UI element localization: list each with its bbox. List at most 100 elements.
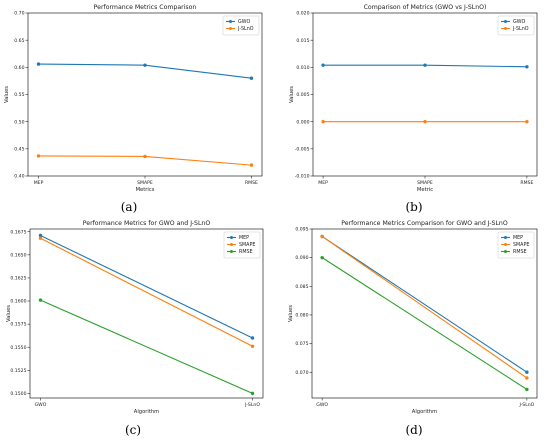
data-point-GWO xyxy=(423,63,427,67)
y-tick-label: 0.60 xyxy=(14,65,24,71)
x-tick-label: J-SLnO xyxy=(244,402,260,408)
chart-title: Performance Metrics for GWO and J-SLnO xyxy=(83,220,211,227)
legend-marker xyxy=(504,236,507,239)
data-point-J-SLnO xyxy=(321,119,325,124)
data-point-RMSE xyxy=(250,391,255,396)
data-point-RMSE xyxy=(320,255,324,260)
plot-frame xyxy=(27,12,263,177)
chart-panel-2: Comparison of Metrics (GWO vs J-SLnO) -0.… xyxy=(289,4,538,214)
y-tick-label: 0.020 xyxy=(296,11,309,17)
data-point-RMSE xyxy=(525,387,529,392)
x-axis-label: Metric xyxy=(417,187,433,193)
legend-label: SMAPE xyxy=(513,242,529,248)
data-point-GWO xyxy=(321,63,325,67)
panel-label: (a) xyxy=(121,200,138,214)
data-point-J-SLnO xyxy=(143,154,147,159)
legend-marker xyxy=(504,20,507,23)
plot-frame xyxy=(29,228,264,399)
x-tick-label: SMAPE xyxy=(417,180,433,186)
legend-marker xyxy=(230,236,233,239)
legend-label: GWO xyxy=(238,19,250,25)
y-tick-label: 0.000 xyxy=(296,119,309,125)
legend-label: MEP xyxy=(239,235,249,241)
panel-label: (b) xyxy=(405,200,422,214)
x-tick-label: J-SLnO xyxy=(518,402,534,408)
y-tick-label: 0.1550 xyxy=(10,345,26,351)
chart-title: Performance Metrics Comparison for GWO a… xyxy=(341,220,508,227)
data-point-SMAPE xyxy=(250,344,255,348)
chart-panel-4: Performance Metrics Comparison for GWO a… xyxy=(288,220,538,437)
y-axis-label: Values xyxy=(288,305,294,322)
legend-marker xyxy=(504,250,507,253)
y-tick-label: 0.1500 xyxy=(10,391,26,397)
y-tick-label: 0.70 xyxy=(14,11,24,17)
data-point-GWO xyxy=(249,76,254,80)
plot-frame xyxy=(311,228,538,399)
y-tick-label: 0.1625 xyxy=(10,276,26,282)
data-point-MEP xyxy=(38,233,43,238)
legend-marker xyxy=(230,243,233,246)
chart-panel-3: Performance Metrics for GWO and J-SLnO 0.… xyxy=(6,220,264,437)
legend-marker xyxy=(230,250,233,253)
panel-label: (d) xyxy=(405,423,422,437)
legend-label: SMAPE xyxy=(239,242,255,248)
y-tick-label: 0.45 xyxy=(14,146,24,152)
legend-marker xyxy=(504,243,507,246)
x-tick-label: MEP xyxy=(318,180,328,186)
chart-title: Performance Metrics Comparison xyxy=(94,4,197,11)
x-tick-label: SMAPE xyxy=(137,180,153,186)
data-point-GWO xyxy=(143,63,147,67)
data-point-J-SLnO xyxy=(525,119,529,124)
data-point-MEP xyxy=(525,370,529,374)
panel-label: (c) xyxy=(125,423,141,437)
legend-box xyxy=(222,15,260,36)
x-tick-label: GWO xyxy=(316,402,328,408)
legend-marker xyxy=(229,27,232,30)
y-tick-label: 0.080 xyxy=(295,313,308,319)
x-tick-label: MEP xyxy=(34,180,44,186)
y-tick-label: 0.090 xyxy=(295,255,308,261)
legend-label: GWO xyxy=(513,19,525,25)
data-point-GWO xyxy=(525,65,529,69)
series-line-SMAPE xyxy=(40,237,253,347)
y-tick-label: 0.65 xyxy=(14,38,24,44)
series-line-RMSE xyxy=(321,257,528,390)
y-tick-label: 0.40 xyxy=(14,174,24,180)
y-tick-label: 0.075 xyxy=(295,341,308,347)
y-tick-label: 0.070 xyxy=(295,370,308,376)
x-axis-label: Metrics xyxy=(136,187,155,193)
data-point-J-SLnO xyxy=(36,154,41,158)
y-tick-label: 0.1575 xyxy=(10,322,26,328)
legend-label: J-SLnO xyxy=(512,26,529,32)
x-axis-label: Algorithm xyxy=(412,409,437,415)
y-tick-label: 0.1650 xyxy=(10,252,26,258)
series-line-MEP xyxy=(40,234,253,339)
data-point-SMAPE xyxy=(525,376,529,380)
series-line-MEP xyxy=(321,235,528,373)
y-tick-label: 0.005 xyxy=(296,92,309,98)
y-tick-label: 0.1600 xyxy=(10,299,26,305)
data-point-SMAPE xyxy=(38,236,43,240)
y-tick-label: 0.085 xyxy=(295,284,308,290)
legend-label: RMSE xyxy=(239,249,253,255)
series-line-RMSE xyxy=(40,299,253,394)
chart-panel-1: Performance Metrics Comparison 0.40 0.45 0.… xyxy=(4,4,263,214)
data-point-GWO xyxy=(36,62,41,66)
y-tick-label: 0.015 xyxy=(296,38,309,44)
legend-label: MEP xyxy=(513,235,523,241)
series-line-SMAPE xyxy=(321,235,528,379)
y-axis-label: Values xyxy=(289,86,295,103)
y-tick-label: 0.1675 xyxy=(10,229,26,235)
data-point-J-SLnO xyxy=(423,119,427,124)
data-point-SMAPE xyxy=(320,234,324,239)
y-axis-label: Values xyxy=(4,86,10,103)
x-axis-label: Algorithm xyxy=(134,409,159,415)
legend-label: J-SLnO xyxy=(237,26,254,32)
y-tick-label: 0.010 xyxy=(296,65,309,71)
data-point-RMSE xyxy=(38,298,43,302)
y-axis-label: Values xyxy=(6,305,12,322)
